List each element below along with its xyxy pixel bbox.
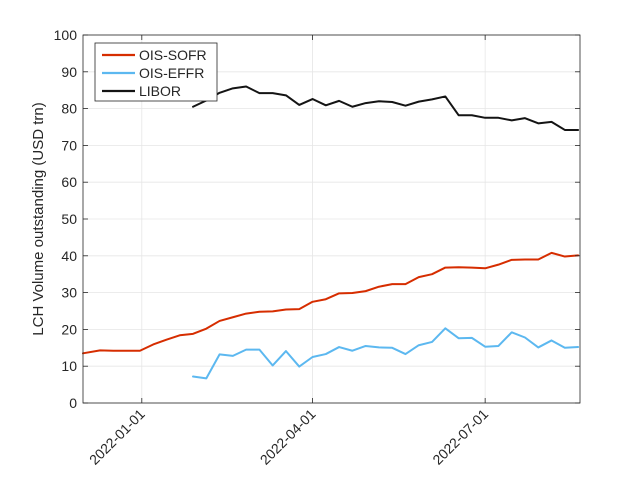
y-tick-label: 90 [61,64,77,80]
y-tick-label: 30 [61,285,77,301]
y-tick-label: 80 [61,101,77,117]
y-tick-label: 40 [61,248,77,264]
y-tick-label: 60 [61,174,77,190]
y-axis-label: LCH Volume outstanding (USD trn) [30,102,47,335]
series-line-libor [192,85,580,131]
y-tick-label: 100 [54,27,78,43]
x-tick-label: 2022-07-01 [429,406,491,468]
x-tick-label: 2022-04-01 [257,406,319,468]
series-line-ois-sofr [82,251,580,355]
y-tick-label: 20 [61,321,77,337]
legend: OIS-SOFR OIS-EFFR LIBOR [94,42,218,102]
legend-label: OIS-EFFR [139,65,204,81]
series-line-ois-effr [192,327,580,380]
legend-label: LIBOR [139,83,181,99]
y-tick-label: 70 [61,137,77,153]
series-lines [82,85,580,380]
x-tick-label: 2022-01-01 [86,406,148,468]
legend-label: OIS-SOFR [139,47,207,63]
y-tick-label: 10 [61,358,77,374]
y-tick-label: 50 [61,211,77,227]
y-tick-label: 0 [69,395,77,411]
